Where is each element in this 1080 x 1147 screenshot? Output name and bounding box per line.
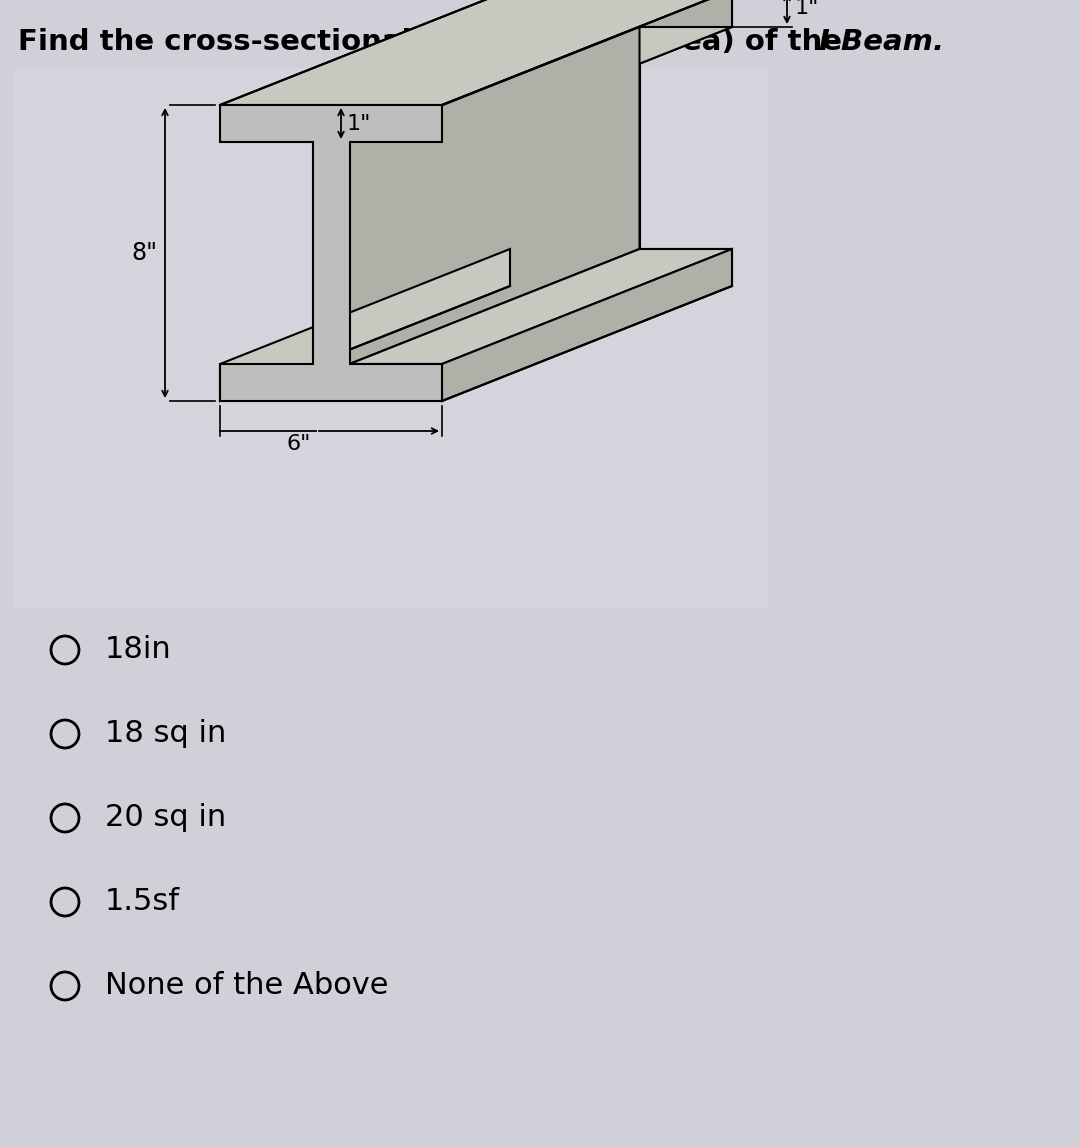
Polygon shape — [350, 28, 639, 364]
Polygon shape — [220, 106, 442, 401]
Text: 1.5sf: 1.5sf — [105, 888, 180, 916]
Text: 8": 8" — [131, 241, 157, 265]
Text: 1": 1" — [795, 0, 820, 18]
Polygon shape — [350, 28, 732, 142]
Text: 6": 6" — [286, 434, 311, 454]
Text: 18in: 18in — [105, 635, 172, 664]
Polygon shape — [442, 0, 732, 142]
Text: I-Beam.: I-Beam. — [818, 28, 944, 56]
Text: 1": 1" — [347, 114, 372, 133]
Polygon shape — [220, 249, 510, 401]
Polygon shape — [442, 249, 732, 401]
Text: 20 sq in: 20 sq in — [105, 804, 226, 833]
Text: 18 sq in: 18 sq in — [105, 719, 227, 749]
Bar — [14, 68, 769, 608]
Text: None of the Above: None of the Above — [105, 972, 389, 1000]
Polygon shape — [220, 0, 732, 106]
Text: Find the cross-sectional area (shaded area) of the: Find the cross-sectional area (shaded ar… — [18, 28, 852, 56]
Polygon shape — [510, 0, 732, 286]
Polygon shape — [350, 249, 732, 364]
